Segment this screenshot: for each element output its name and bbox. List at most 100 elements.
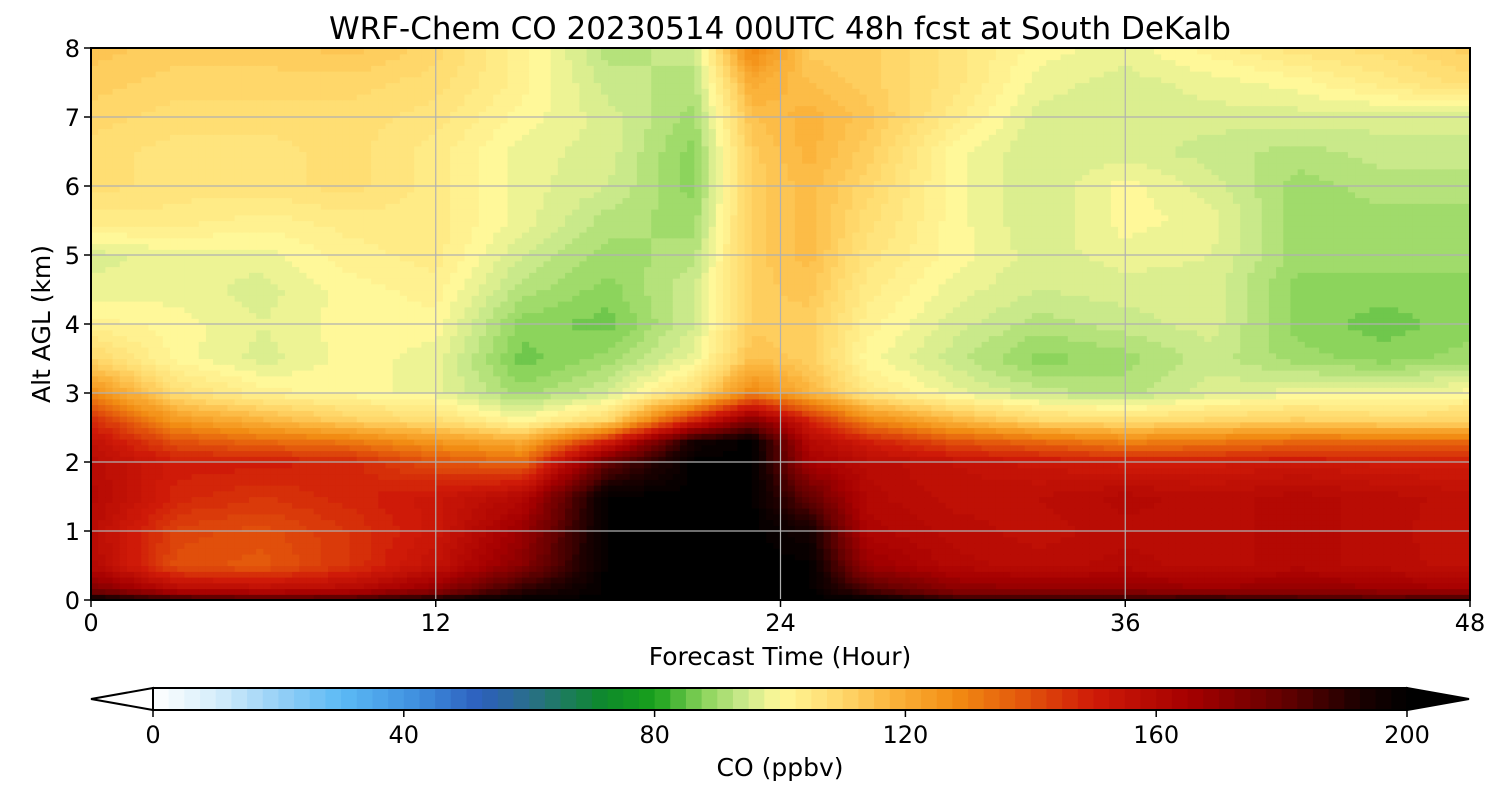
heatmap-cell xyxy=(1182,565,1191,572)
heatmap-cell xyxy=(1340,513,1349,521)
heatmap-cell xyxy=(428,508,437,515)
heatmap-cell xyxy=(148,525,157,532)
heatmap-cell xyxy=(442,462,451,469)
heatmap-cell xyxy=(234,588,243,595)
heatmap-cell xyxy=(629,525,638,532)
heatmap-cell xyxy=(600,450,609,457)
heatmap-cell xyxy=(679,554,688,561)
heatmap-cell xyxy=(701,467,710,475)
heatmap-cell xyxy=(529,554,537,561)
heatmap-cell xyxy=(1197,485,1205,492)
heatmap-cell xyxy=(399,479,408,486)
heatmap-cell xyxy=(1268,577,1277,584)
heatmap-cell xyxy=(170,490,178,498)
heatmap-cell xyxy=(816,450,825,457)
heatmap-cell xyxy=(220,496,229,503)
heatmap-cell xyxy=(1003,485,1011,492)
heatmap-cell xyxy=(967,513,976,521)
heatmap-cell xyxy=(407,467,415,475)
heatmap-cell xyxy=(988,513,997,521)
heatmap-cell xyxy=(1347,490,1356,498)
heatmap-cell xyxy=(270,525,279,532)
heatmap-cell xyxy=(830,571,839,578)
heatmap-cell xyxy=(543,502,552,509)
heatmap-cell xyxy=(651,496,659,503)
heatmap-cell xyxy=(565,588,573,595)
heatmap-cell xyxy=(1189,473,1198,480)
heatmap-cell xyxy=(486,582,494,590)
heatmap-cell xyxy=(593,542,602,549)
heatmap-cell xyxy=(1326,542,1335,549)
heatmap-cell xyxy=(902,490,911,498)
heatmap-cell xyxy=(162,473,171,480)
heatmap-cell xyxy=(399,467,408,475)
heatmap-cell xyxy=(809,531,818,538)
heatmap-cell xyxy=(155,502,164,509)
heatmap-cell xyxy=(1268,467,1277,475)
heatmap-cell xyxy=(1462,571,1470,578)
heatmap-cell xyxy=(687,485,695,492)
heatmap-cell xyxy=(766,456,774,463)
heatmap-cell xyxy=(809,577,818,584)
heatmap-cell xyxy=(780,450,789,457)
heatmap-cell xyxy=(1441,525,1450,532)
heatmap-cell xyxy=(356,473,365,480)
heatmap-cell xyxy=(665,582,674,590)
heatmap-cell xyxy=(1362,565,1371,572)
heatmap-cell xyxy=(859,531,868,538)
heatmap-cell xyxy=(493,513,501,521)
heatmap-cell xyxy=(715,502,724,509)
heatmap-cell xyxy=(672,536,681,544)
heatmap-cell xyxy=(744,473,753,480)
heatmap-cell xyxy=(1031,554,1040,561)
heatmap-cell xyxy=(342,462,351,469)
heatmap-cell xyxy=(249,479,257,486)
heatmap-cell xyxy=(1175,502,1184,509)
heatmap-cell xyxy=(450,513,458,521)
heatmap-cell xyxy=(1132,525,1141,532)
heatmap-cell xyxy=(414,582,422,590)
heatmap-cell xyxy=(162,513,171,521)
heatmap-cell xyxy=(1405,594,1414,600)
heatmap-cell xyxy=(1067,473,1076,480)
heatmap-cell xyxy=(277,577,286,584)
heatmap-cell xyxy=(414,536,422,544)
heatmap-cell xyxy=(859,496,868,503)
heatmap-cell xyxy=(1362,594,1371,600)
heatmap-cell xyxy=(945,571,954,578)
heatmap-cell xyxy=(1218,588,1227,595)
heatmap-cell xyxy=(809,536,818,544)
heatmap-cell xyxy=(1369,554,1378,561)
heatmap-cell xyxy=(1089,588,1098,595)
heatmap-cell xyxy=(464,490,473,498)
heatmap-cell xyxy=(730,513,738,521)
heatmap-cell xyxy=(644,536,652,544)
heatmap-cell xyxy=(1383,548,1392,555)
heatmap-cell xyxy=(277,536,286,544)
heatmap-cell xyxy=(1347,565,1356,572)
heatmap-cell xyxy=(335,479,343,486)
heatmap-cell xyxy=(112,490,121,498)
heatmap-cell xyxy=(442,531,451,538)
heatmap-cell xyxy=(608,490,616,498)
heatmap-cell xyxy=(227,582,236,590)
heatmap-cell xyxy=(478,456,487,463)
heatmap-cell xyxy=(1132,467,1141,475)
heatmap-cell xyxy=(600,594,609,600)
heatmap-cell xyxy=(881,571,889,578)
heatmap-cell xyxy=(1333,473,1342,480)
heatmap-cell xyxy=(493,467,501,475)
heatmap-cell xyxy=(134,594,142,600)
heatmap-cell xyxy=(378,582,387,590)
heatmap-cell xyxy=(723,502,731,509)
heatmap-cell xyxy=(809,559,818,567)
heatmap-cell xyxy=(1426,496,1435,503)
heatmap-cell xyxy=(1039,565,1047,572)
heatmap-cell xyxy=(198,462,207,469)
heatmap-cell xyxy=(514,467,523,475)
heatmap-cell xyxy=(988,467,997,475)
heatmap-cell xyxy=(155,536,164,544)
heatmap-cell xyxy=(651,588,659,595)
heatmap-cell xyxy=(134,450,142,457)
heatmap-cell xyxy=(1232,456,1241,463)
